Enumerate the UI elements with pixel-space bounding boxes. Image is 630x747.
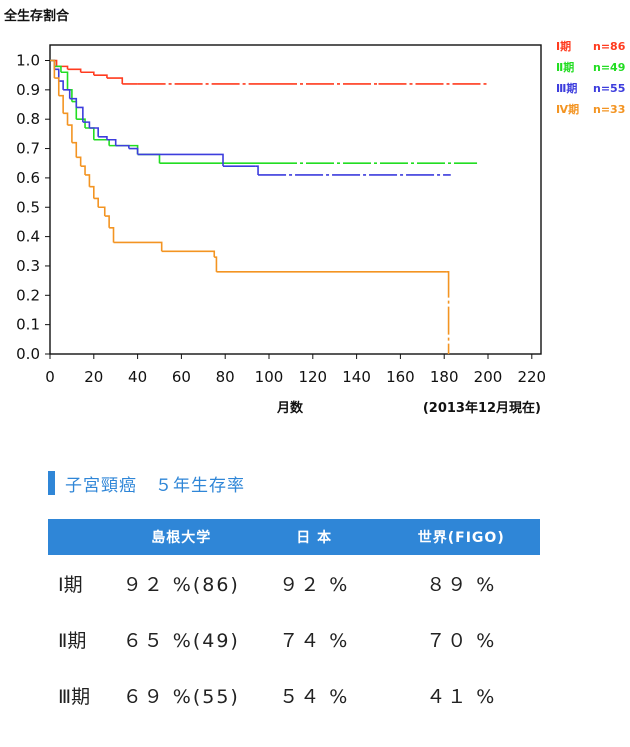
- table-row: Ⅱ期 ６５ %(49) ７４ % ７０ %: [48, 611, 540, 667]
- x-tick-label: 140: [342, 368, 371, 386]
- x-tick-label: 80: [216, 368, 235, 386]
- table-header-row: 島根大学 日 本 世界(FIGO): [48, 519, 540, 555]
- y-tick-label: 1.0: [16, 52, 40, 70]
- table-row: Ⅰ期 ９２ %(86) ９２ % ８９ %: [48, 555, 540, 611]
- cell-shimane: ６５ %(49): [122, 629, 240, 652]
- y-tick-label: 0.3: [16, 257, 40, 275]
- section-title-text: 子宮頸癌 ５年生存率: [65, 475, 245, 496]
- cell-figo: ４１ %: [426, 685, 497, 708]
- cell-japan: ５４ %: [279, 685, 350, 708]
- x-tick-label: 180: [430, 368, 459, 386]
- section-marker: [48, 471, 55, 495]
- y-tick-label: 0.5: [16, 198, 40, 216]
- y-tick-label: 0.0: [16, 345, 40, 363]
- x-axis-label: 月数: [276, 400, 304, 416]
- cell-figo: ７０ %: [426, 629, 497, 652]
- y-tick-label: 0.4: [16, 228, 40, 246]
- x-tick-label: 160: [386, 368, 415, 386]
- legend-stage: Ⅳ期: [556, 102, 579, 116]
- row-stage: Ⅱ期: [58, 629, 87, 652]
- survival-chart: 全生存割合 0.00.10.20.30.40.50.60.70.80.91.0 …: [3, 8, 626, 416]
- x-tick-label: 0: [45, 368, 55, 386]
- legend-count: n=86: [593, 40, 626, 53]
- header-japan: 日 本: [296, 530, 333, 546]
- series-line: [50, 59, 138, 85]
- date-note: (2013年12月現在): [423, 400, 541, 416]
- legend-stage: Ⅲ期: [556, 81, 577, 95]
- cell-shimane: ６９ %(55): [122, 685, 240, 708]
- legend-stage: Ⅰ期: [556, 39, 571, 53]
- plot-frame: [49, 44, 542, 355]
- legend-stage: Ⅱ期: [556, 60, 574, 74]
- x-tick-label: 120: [298, 368, 327, 386]
- x-tick-label: 100: [255, 368, 284, 386]
- legend-count: n=49: [593, 61, 625, 74]
- legend-count: n=33: [593, 103, 625, 116]
- x-tick-label: 220: [517, 368, 546, 386]
- x-tick-label: 40: [128, 368, 147, 386]
- y-tick-label: 0.7: [16, 140, 40, 158]
- header-shimane: 島根大学: [151, 530, 212, 546]
- y-tick-label: 0.9: [16, 81, 40, 99]
- section-title: 子宮頸癌 ５年生存率: [48, 470, 245, 496]
- y-tick-label: 0.1: [16, 316, 40, 334]
- header-figo: 世界(FIGO): [417, 530, 505, 546]
- survival-rate-table: 島根大学 日 本 世界(FIGO) Ⅰ期 ９２ %(86) ９２ % ８９ % …: [48, 519, 540, 723]
- series-line: [50, 59, 256, 167]
- y-tick-label: 0.2: [16, 286, 40, 304]
- y-tick-label: 0.8: [16, 110, 40, 128]
- row-stage: Ⅲ期: [58, 685, 91, 708]
- y-axis-label: 全生存割合: [3, 8, 70, 24]
- x-tick-label: 60: [172, 368, 191, 386]
- cell-japan: ７４ %: [279, 629, 350, 652]
- series-line-censored: [255, 165, 451, 176]
- cell-shimane: ９２ %(86): [122, 573, 240, 596]
- row-stage: Ⅰ期: [58, 573, 83, 596]
- series-line-censored: [446, 271, 450, 354]
- y-tick-label: 0.6: [16, 169, 40, 187]
- cell-japan: ９２ %: [279, 573, 350, 596]
- legend-count: n=55: [593, 82, 625, 95]
- series-line: [50, 59, 447, 273]
- table-row: Ⅲ期 ６９ %(55) ５４ % ４１ %: [48, 667, 540, 723]
- x-tick-label: 200: [474, 368, 503, 386]
- header-stage: [48, 519, 117, 555]
- x-tick-label: 20: [84, 368, 103, 386]
- cell-figo: ８９ %: [426, 573, 497, 596]
